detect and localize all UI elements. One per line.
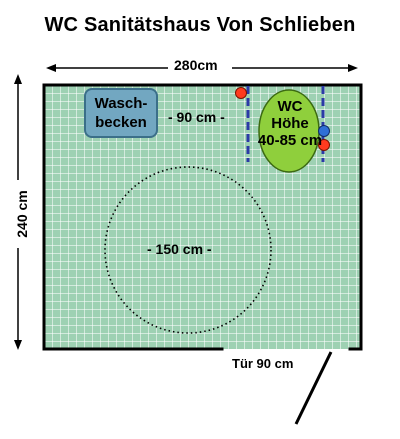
turning-circle	[104, 166, 272, 334]
blue-marker	[318, 125, 330, 137]
door-width-label: Tür 90 cm	[232, 356, 294, 371]
red-marker-top	[235, 87, 247, 99]
wash-basin: Wasch- becken	[84, 88, 158, 138]
height-dimension-arrow	[14, 74, 22, 350]
basin-label-line2: becken	[95, 114, 147, 131]
turning-circle-label: - 150 cm -	[147, 241, 212, 257]
room-walls	[42, 83, 363, 351]
red-marker-right	[318, 139, 330, 151]
door-leaf	[294, 351, 333, 425]
wc-label-line3: 40-85 cm	[257, 132, 323, 149]
plan-title: WC Sanitätshaus Von Schlieben	[44, 14, 356, 36]
basin-label-line1: Wasch-	[94, 95, 148, 112]
wc-label: WC Höhe 40-85 cm	[252, 98, 328, 149]
wc-label-line1: WC	[277, 98, 303, 115]
basin-wc-distance-label: - 90 cm -	[168, 109, 225, 125]
width-dimension-arrow	[46, 64, 358, 72]
width-dimension-label: 280cm	[174, 57, 218, 73]
wc-label-line2: Höhe	[271, 115, 309, 132]
